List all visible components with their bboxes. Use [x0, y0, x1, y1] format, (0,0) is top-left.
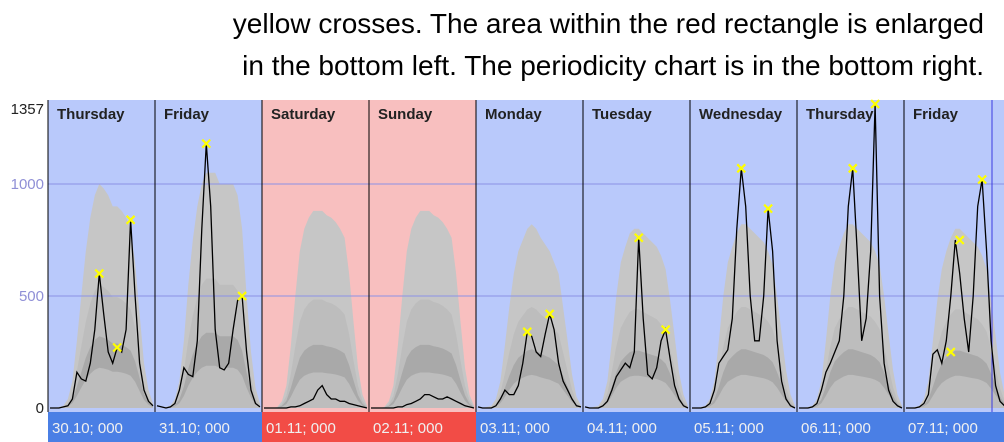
context-band-day-1-layer-4 [50, 367, 153, 408]
day-label-1: Thursday [57, 106, 125, 123]
date-label-9: 07.11; 000 [908, 420, 978, 437]
traffic-line-day-3 [264, 384, 368, 409]
day-label-5: Monday [485, 106, 542, 123]
maximum-marker-day-9-1 [946, 347, 956, 357]
date-label-6: 04.11; 000 [587, 420, 657, 437]
y-tick-label-1357: 1357 [11, 101, 44, 118]
context-band-day-7-layer-4 [692, 374, 795, 408]
maximum-marker-day-6-1 [633, 232, 644, 243]
day-label-3: Saturday [271, 106, 336, 123]
traffic-line-day-4 [371, 393, 475, 409]
traffic-line-day-1 [50, 219, 154, 409]
day-label-6: Tuesday [592, 106, 652, 123]
date-label-8: 06.11; 000 [801, 420, 871, 437]
context-band-day-5-layer-4 [478, 374, 581, 408]
y-tick-label-500: 500 [19, 288, 44, 305]
maximum-marker-day-6-2 [660, 324, 671, 335]
figure-caption: yellow crosses. The area within the red … [0, 0, 1004, 98]
date-axis-cell-5 [476, 412, 583, 442]
date-label-3: 01.11; 000 [266, 420, 336, 437]
caption-line-1: yellow crosses. The area within the red … [232, 8, 984, 39]
context-band-day-9-layer-4 [906, 375, 1004, 408]
maximum-marker-day-9-2 [954, 235, 965, 245]
day-label-2: Friday [164, 106, 210, 123]
context-band-day-2-layer-4 [157, 365, 260, 408]
date-axis-cell-4 [369, 412, 476, 442]
maximum-marker-day-1-3 [125, 215, 136, 225]
maximum-marker-day-2-2 [237, 291, 247, 301]
date-axis-cell-3 [262, 412, 369, 442]
caption-line-2: in the bottom left. The periodicity char… [242, 50, 984, 81]
day-label-9: Friday [913, 106, 959, 123]
maximum-marker-day-5-2 [544, 309, 555, 319]
maximum-marker-day-8-1 [847, 163, 858, 174]
y-tick-label-1000: 1000 [11, 176, 44, 193]
maximum-marker-day-5-1 [522, 327, 533, 337]
maximum-marker-day-9-3 [977, 174, 987, 185]
traffic-line-day-7 [692, 168, 796, 409]
date-axis-cell-1 [48, 412, 155, 442]
date-axis-cell-8 [797, 412, 904, 442]
maximum-marker-day-1-1 [94, 268, 105, 279]
traffic-line-day-9 [906, 179, 1004, 409]
day-label-4: Sunday [378, 106, 433, 123]
maximum-marker-day-1-2 [112, 342, 122, 353]
date-label-1: 30.10; 000 [52, 420, 123, 437]
y-tick-label-0: 0 [36, 400, 44, 417]
traffic-line-day-2 [156, 143, 261, 409]
maximum-marker-day-8-2 [870, 99, 880, 109]
maximum-marker-day-2-1 [201, 138, 212, 149]
date-axis-cell-2 [155, 412, 262, 442]
day-label-8: Thursday [806, 106, 874, 123]
date-axis-cell-6 [583, 412, 690, 442]
context-band-day-8-layer-4 [799, 374, 902, 408]
date-label-2: 31.10; 000 [159, 420, 230, 437]
day-label-7: Wednesday [699, 106, 783, 123]
date-axis-cell-7 [690, 412, 797, 442]
maximum-marker-day-7-2 [763, 203, 773, 214]
date-axis-cell-9 [904, 412, 1004, 442]
context-band-day-3-layer-4 [264, 372, 367, 408]
date-label-4: 02.11; 000 [373, 420, 443, 437]
date-label-7: 05.11; 000 [694, 420, 764, 437]
traffic-chart: Thursday Friday Saturday Sunday Monday Tuesda… [11, 99, 1004, 442]
traffic-line-day-8 [799, 103, 903, 409]
maximum-marker-day-7-1 [736, 163, 747, 174]
traffic-line-day-6 [584, 237, 689, 409]
context-band-day-6-layer-4 [585, 375, 688, 408]
context-band-day-4-layer-4 [371, 372, 474, 408]
date-label-5: 03.11; 000 [480, 420, 550, 437]
